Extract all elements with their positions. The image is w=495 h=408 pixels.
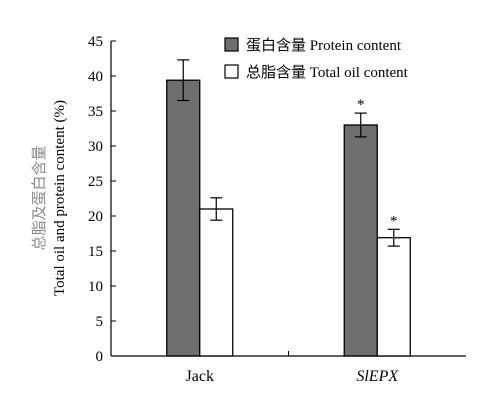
legend-label: 总脂含量 Total oil content bbox=[246, 64, 409, 81]
significance-marker: * bbox=[357, 97, 365, 113]
bar bbox=[166, 79, 201, 357]
y-tick-label: 25 bbox=[88, 174, 103, 190]
y-tick-label: 0 bbox=[96, 349, 104, 365]
x-category-label: SlEPX bbox=[356, 368, 399, 385]
y-tick-label: 30 bbox=[88, 139, 103, 155]
y-axis-label: 总脂及蛋白含量 Total oil and protein content (%… bbox=[30, 100, 68, 296]
bar bbox=[199, 208, 234, 357]
bar bbox=[343, 124, 378, 357]
legend-label: 蛋白含量 Protein content bbox=[246, 37, 402, 54]
y-tick-label: 20 bbox=[88, 209, 103, 225]
y-tick-label: 45 bbox=[88, 34, 103, 50]
x-category-label: Jack bbox=[186, 368, 214, 385]
y-tick-label: 35 bbox=[88, 104, 103, 120]
y-axis-label-chinese: 总脂及蛋白含量 bbox=[30, 145, 48, 250]
legend-swatch bbox=[224, 64, 239, 79]
y-tick-label: 15 bbox=[88, 244, 103, 260]
y-tick-label: 5 bbox=[96, 314, 104, 330]
significance-marker: * bbox=[390, 213, 398, 229]
y-tick-label: 10 bbox=[88, 279, 103, 295]
legend: 蛋白含量 Protein content 总脂含量 Total oil conte… bbox=[224, 37, 409, 81]
y-tick-label: 40 bbox=[88, 69, 103, 85]
bar bbox=[376, 237, 411, 357]
bars: Jack * * SlEPX bbox=[166, 59, 411, 385]
legend-swatch bbox=[224, 37, 239, 52]
y-axis-label-english: Total oil and protein content (%) bbox=[52, 100, 68, 296]
